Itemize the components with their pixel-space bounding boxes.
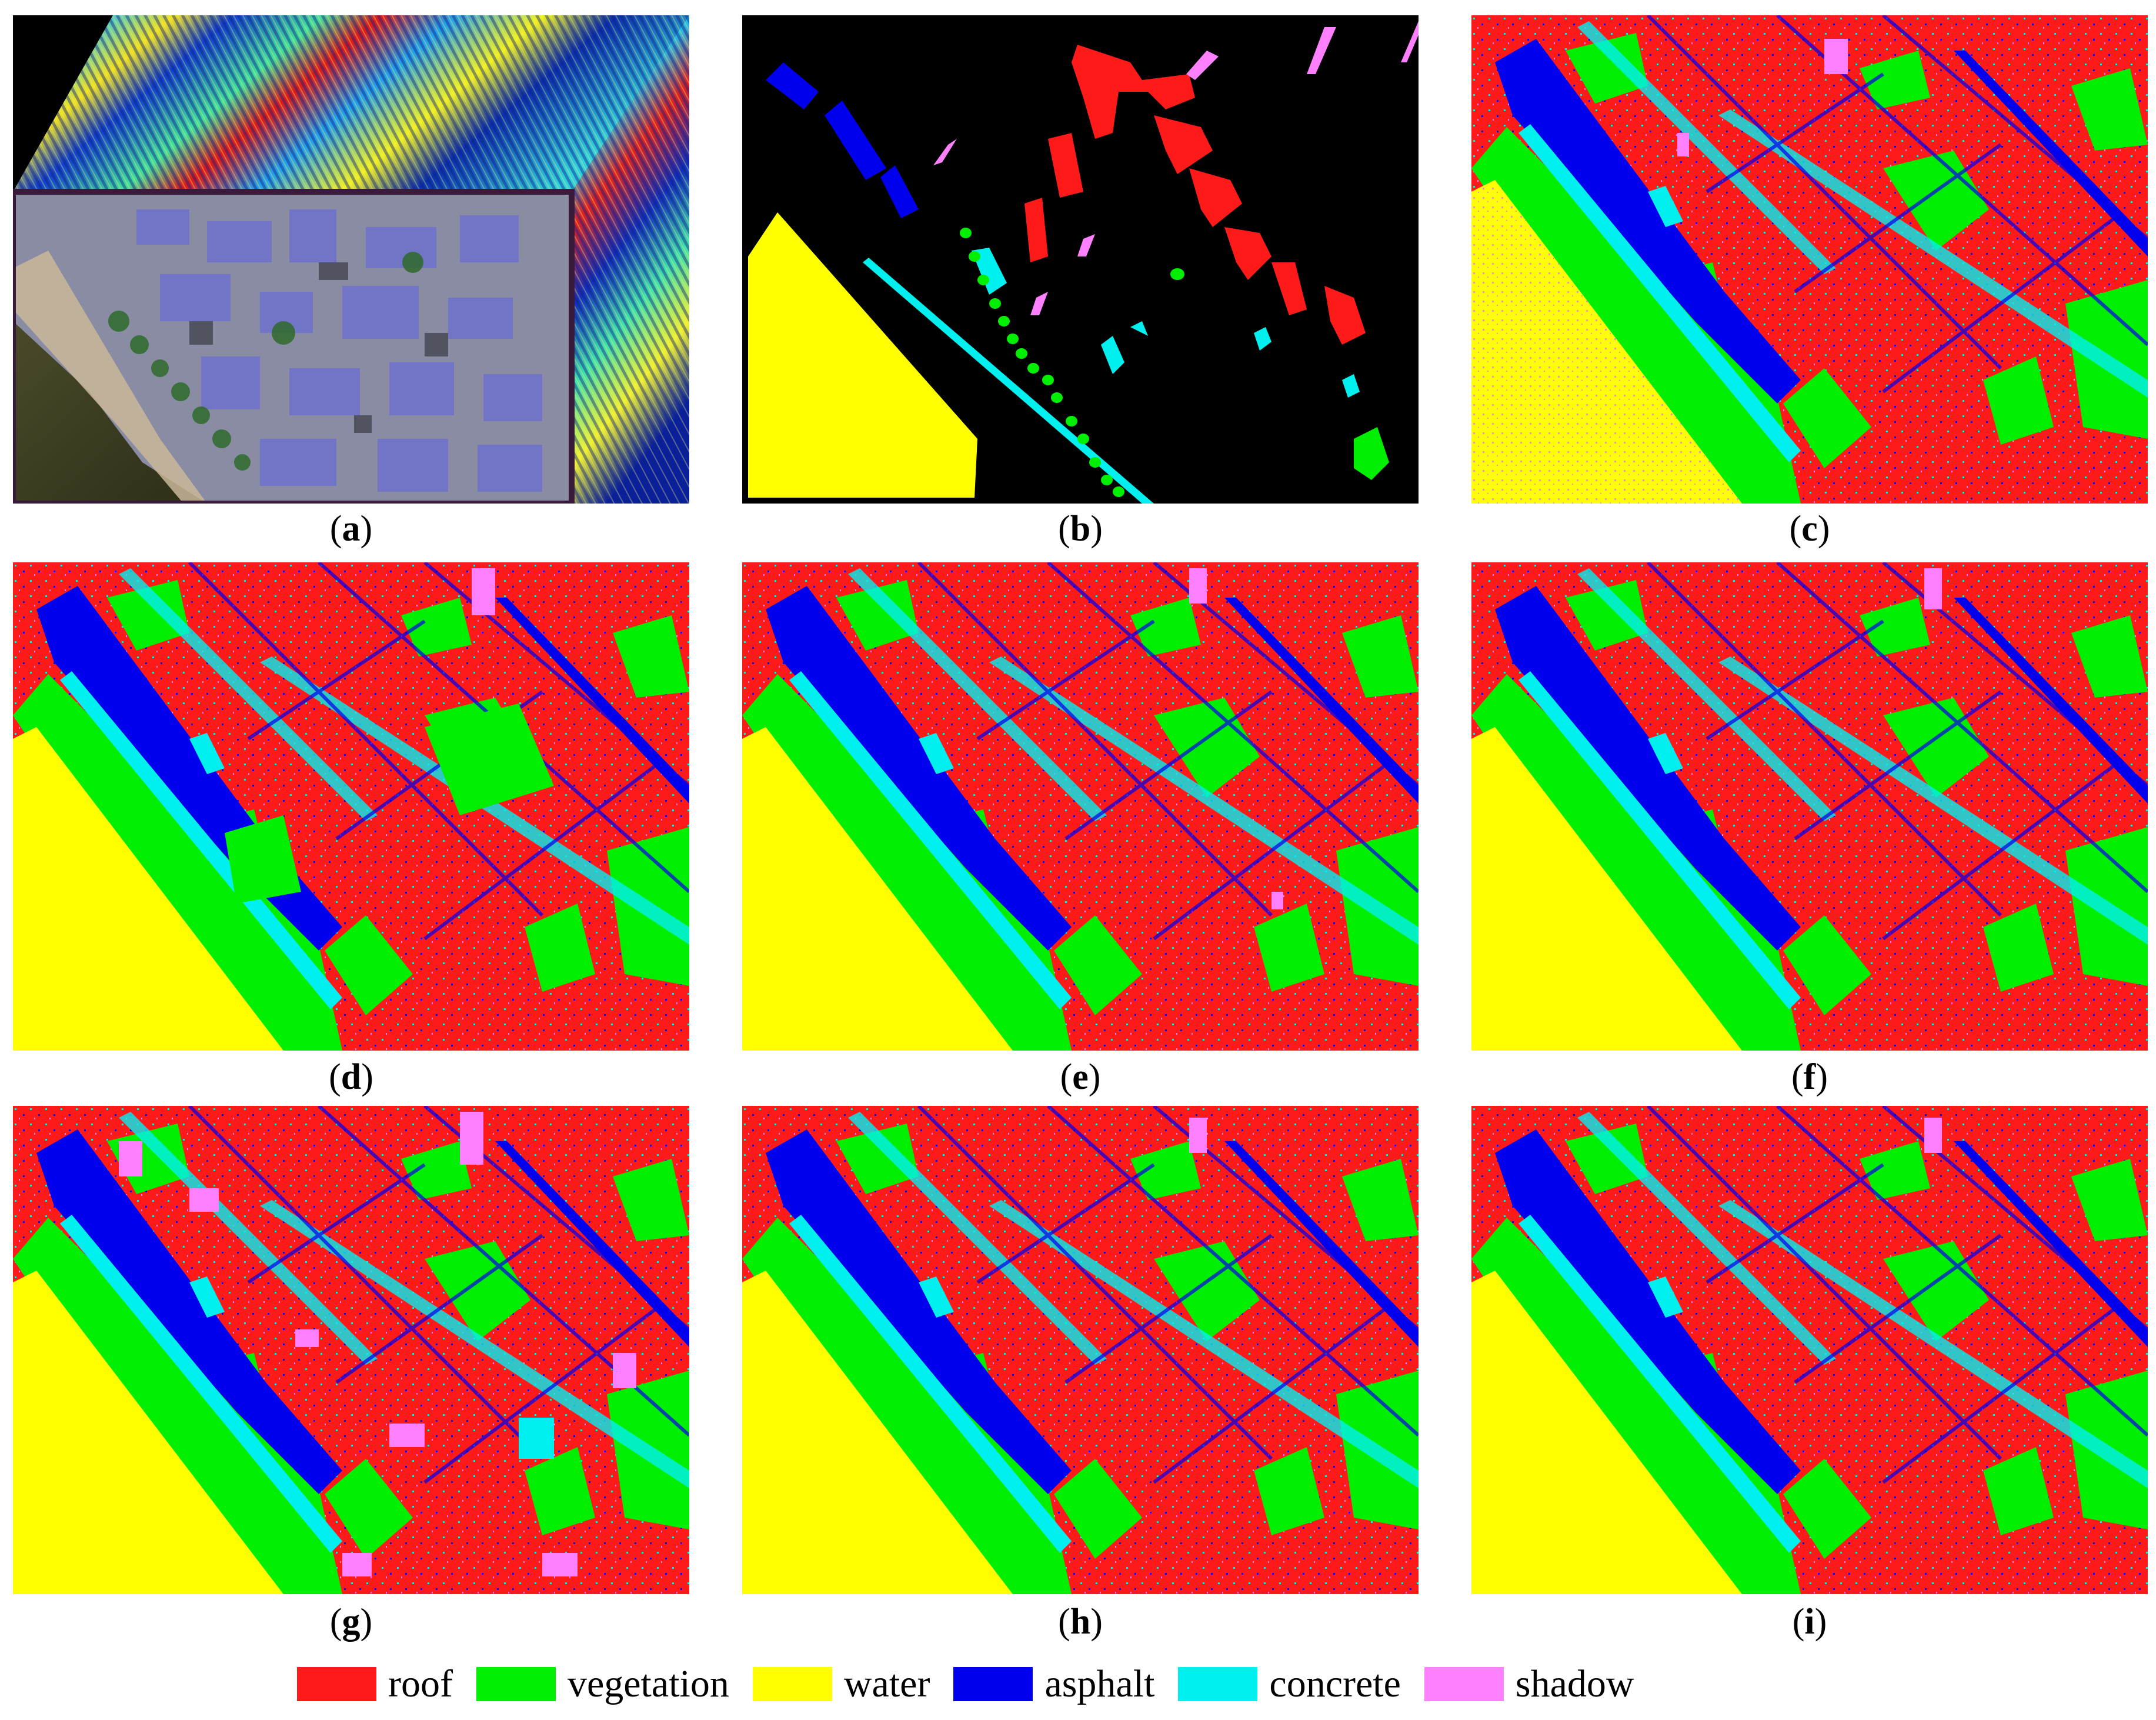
legend-item-roof: roof bbox=[297, 1661, 453, 1708]
legend-item-vegetation: vegetation bbox=[476, 1661, 729, 1708]
caption-e: (e) bbox=[742, 1056, 1419, 1098]
caption-d: (d) bbox=[13, 1056, 689, 1098]
caption-f: (f) bbox=[1471, 1056, 2148, 1098]
legend-label-asphalt: asphalt bbox=[1044, 1661, 1154, 1708]
panel-f-classification-map bbox=[1471, 562, 2148, 1051]
hyperspectral-cube-image bbox=[13, 15, 689, 504]
caption-a: (a) bbox=[13, 508, 689, 549]
panel-c-classification-map bbox=[1471, 15, 2148, 504]
legend-item-water: water bbox=[753, 1661, 930, 1708]
legend-label-vegetation: vegetation bbox=[568, 1661, 729, 1708]
classification-map-e bbox=[742, 562, 1419, 1051]
panel-e-classification-map bbox=[742, 562, 1419, 1051]
classification-map-d bbox=[13, 562, 689, 1051]
legend-swatch-vegetation bbox=[476, 1667, 556, 1701]
legend-label-shadow: shadow bbox=[1516, 1661, 1634, 1708]
legend-swatch-concrete bbox=[1178, 1667, 1257, 1701]
classification-map-h bbox=[742, 1106, 1419, 1594]
legend-swatch-shadow bbox=[1424, 1667, 1504, 1701]
caption-i: (i) bbox=[1471, 1601, 2148, 1642]
legend-label-concrete: concrete bbox=[1269, 1661, 1401, 1708]
caption-b: (b) bbox=[742, 508, 1419, 549]
classification-map-g bbox=[13, 1106, 689, 1594]
caption-c: (c) bbox=[1471, 508, 2148, 549]
classification-map-c bbox=[1471, 15, 2148, 504]
legend-label-roof: roof bbox=[388, 1661, 453, 1708]
caption-g: (g) bbox=[13, 1601, 689, 1642]
legend-item-shadow: shadow bbox=[1424, 1661, 1634, 1708]
panel-d-classification-map bbox=[13, 562, 689, 1051]
panel-b-ground-truth bbox=[742, 15, 1419, 504]
classification-map-i bbox=[1471, 1106, 2148, 1594]
classification-map-f bbox=[1471, 562, 2148, 1051]
panel-g-classification-map bbox=[13, 1106, 689, 1594]
legend-swatch-roof bbox=[297, 1667, 376, 1701]
legend-swatch-water bbox=[753, 1667, 832, 1701]
panel-i-classification-map bbox=[1471, 1106, 2148, 1594]
legend-item-concrete: concrete bbox=[1178, 1661, 1401, 1708]
caption-h: (h) bbox=[742, 1601, 1419, 1642]
class-legend: roof vegetation water asphalt concrete s… bbox=[297, 1658, 1658, 1711]
legend-label-water: water bbox=[844, 1661, 930, 1708]
legend-swatch-asphalt bbox=[953, 1667, 1033, 1701]
panel-h-classification-map bbox=[742, 1106, 1419, 1594]
legend-item-asphalt: asphalt bbox=[953, 1661, 1154, 1708]
panel-a-hyperspectral-cube bbox=[13, 15, 689, 504]
ground-truth-map bbox=[742, 15, 1419, 504]
